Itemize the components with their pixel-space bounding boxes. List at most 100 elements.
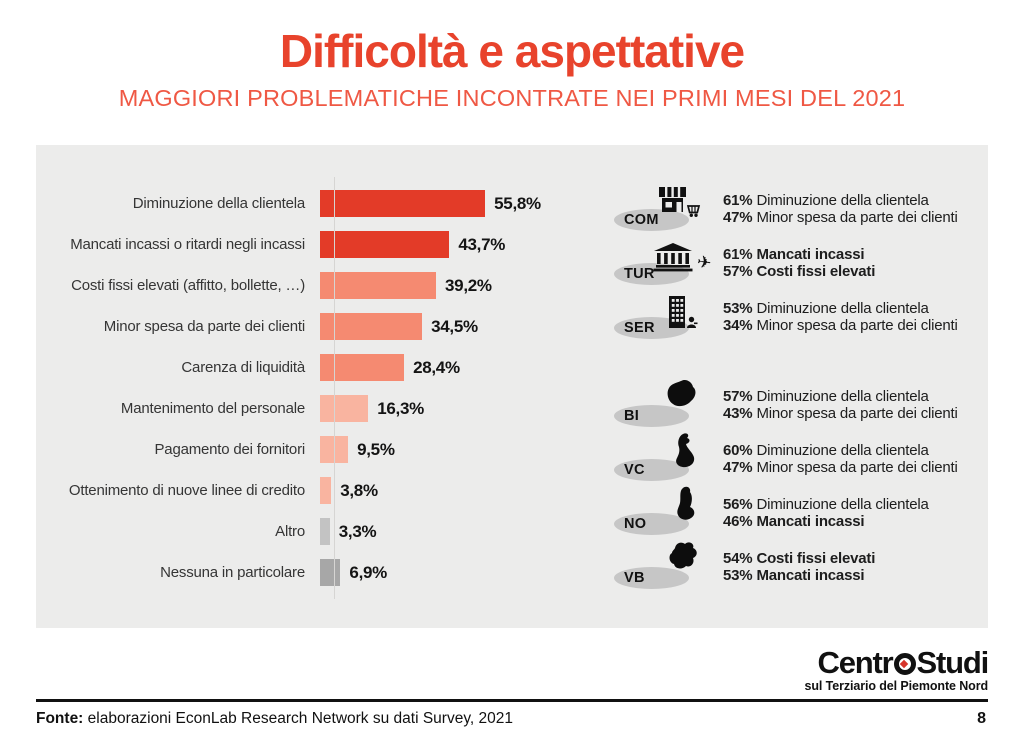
bar (320, 313, 423, 340)
badge-ellipse (614, 513, 689, 535)
bar-track: 3,3% (320, 511, 621, 552)
logo-wordmark: Centr Studi (804, 645, 990, 680)
source-note: Fonte: elaborazioni EconLab Research Net… (36, 710, 513, 728)
bar-label: Mancati incassi o ritardi negli incassi (70, 236, 305, 253)
bar-value: 34,5% (431, 316, 478, 336)
province-map-bi-icon (667, 379, 696, 407)
province-map-vb-icon (669, 542, 697, 569)
bar-label: Altro (275, 523, 305, 540)
stat-pct: 46% (723, 513, 753, 530)
bar-row: Diminuzione della clientela 55,8% (50, 183, 621, 224)
badge-code: NO (624, 516, 647, 532)
page-title: Difficoltà e aspettative (279, 25, 745, 77)
page-number: 8 (977, 710, 986, 727)
province-badge-no: NO (611, 486, 711, 537)
stat-text: Minor spesa da parte dei clienti (756, 405, 958, 422)
bar (320, 477, 332, 504)
stat-pct: 34% (723, 317, 753, 334)
bar (320, 354, 405, 381)
slide-header: Difficoltà e aspettative MAGGIORI PROBLE… (0, 0, 1024, 112)
source-label: Fonte: (36, 710, 84, 727)
province-badge-vc: VC (611, 433, 711, 483)
badge-ellipse (614, 405, 689, 427)
stat-line: 60% Diminuzione della clientela (723, 442, 958, 460)
stat-pct: 60% (723, 441, 753, 459)
sector-group-ser: SER (611, 293, 988, 341)
bar-row: Pagamento dei fornitori 9,5% (50, 429, 621, 470)
badge-ellipse (614, 459, 689, 481)
logo-text-post: Studi (916, 645, 990, 680)
badge-ellipse (614, 263, 689, 285)
stat-pct: 56% (723, 495, 753, 513)
bar-row: Ottenimento di nuove linee di credito 3,… (50, 470, 621, 511)
province-map-vc-icon (676, 433, 695, 468)
bar-label: Mantenimento del personale (120, 400, 305, 417)
stat-line: 46% Mancati incassi (723, 513, 929, 531)
province-badge-bi: BI (611, 379, 711, 429)
stat-pct: 53% (723, 567, 753, 584)
bar-chart-rows: Diminuzione della clientela 55,8% Mancat… (50, 177, 621, 599)
logo-target-icon (893, 653, 916, 675)
stat-pct: 61% (723, 191, 753, 209)
bar (320, 231, 450, 258)
stat-pct: 47% (723, 459, 753, 476)
stat-line: 47% Minor spesa da parte dei clienti (723, 459, 958, 477)
source-text: elaborazioni EconLab Research Network su… (83, 710, 514, 727)
bar-track: 39,2% (320, 265, 621, 306)
bar-row: Minor spesa da parte dei clienti 34,5% (50, 306, 621, 347)
storefront-cart-icon (659, 187, 701, 217)
stat-line: 57% Costi fissi elevati (723, 263, 875, 281)
stat-text: Diminuzione della clientela (756, 441, 929, 459)
bar-row: Mantenimento del personale 16,3% (50, 388, 621, 429)
bar-value: 28,4% (413, 357, 460, 377)
bar-track: 55,8% (320, 183, 621, 224)
province-group-bi: BI 57% Diminuzione della clientela 43% Min… (611, 379, 988, 429)
stat-line: 61% Diminuzione della clientela (723, 192, 958, 210)
bar-track: 9,5% (320, 429, 621, 470)
bar-label: Diminuzione della clientela (132, 195, 305, 212)
bar-value: 16,3% (377, 398, 424, 418)
bar-value: 39,2% (445, 275, 492, 295)
stat-text: Diminuzione della clientela (756, 191, 929, 209)
centrostudi-logo: Centr Studi sul Terziario del Piemonte No… (804, 645, 990, 693)
bar-track: 6,9% (320, 552, 621, 593)
badge-code: BI (624, 408, 640, 424)
stat-text: Mancati incassi (756, 513, 865, 530)
footer-divider (36, 699, 988, 702)
bar-label: Pagamento dei fornitori (154, 441, 306, 458)
province-group-vc: VC 60% Diminuzione della clientela 47% Min… (611, 433, 988, 483)
stat-line: 53% Diminuzione della clientela (723, 300, 958, 318)
badge-ellipse (614, 209, 689, 231)
sector-badge-tur: TUR ✈ (611, 239, 712, 287)
sector-stats-com: 61% Diminuzione della clientela 47% Minor … (711, 192, 958, 227)
bar-value: 9,5% (357, 439, 395, 459)
bar-row: Mancati incassi o ritardi negli incassi … (50, 224, 621, 265)
bar-label: Costi fissi elevati (affitto, bollette, … (71, 277, 305, 294)
stat-line: 53% Mancati incassi (723, 567, 875, 585)
bar-label: Ottenimento di nuove linee di credito (68, 482, 305, 499)
sector-group-com: COM (611, 185, 988, 233)
province-stats-vb: 54% Costi fissi elevati 53% Mancati incass… (711, 550, 875, 585)
sector-badge-com: COM (611, 185, 711, 233)
badge-code: VC (624, 462, 645, 478)
sector-stats-tur: 61% Mancati incassi 57% Costi fissi elevat… (711, 246, 875, 281)
bar-label: Nessuna in particolare (160, 564, 305, 581)
province-map-no-icon (677, 486, 695, 520)
content-panel: Diminuzione della clientela 55,8% Mancat… (36, 145, 988, 628)
sector-group-tur: TUR ✈ 61% Mancati incass (611, 239, 988, 287)
stat-text: Mancati incassi (756, 245, 865, 263)
badge-code: VB (624, 570, 645, 586)
province-stats-bi: 57% Diminuzione della clientela 43% Minor … (711, 388, 958, 423)
stat-pct: 57% (723, 387, 753, 405)
stat-pct: 57% (723, 263, 753, 280)
stat-line: 47% Minor spesa da parte dei clienti (723, 209, 958, 227)
bar-track: 28,4% (320, 347, 621, 388)
badge-code: SER (624, 320, 655, 336)
stat-line: 43% Minor spesa da parte dei clienti (723, 405, 958, 423)
bar-value: 55,8% (494, 193, 541, 213)
bar-value: 6,9% (349, 562, 387, 582)
badge-code: COM (624, 212, 659, 228)
bar (320, 559, 341, 586)
bar-track: 34,5% (320, 306, 621, 347)
